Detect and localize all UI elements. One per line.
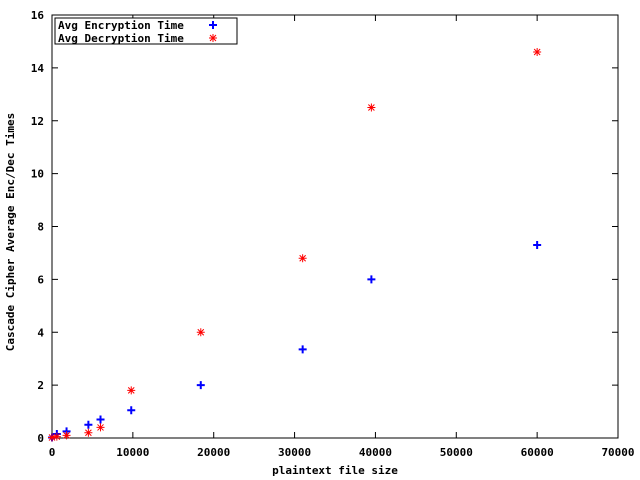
decryption-time-point — [196, 328, 205, 337]
y-tick-label: 12 — [31, 115, 44, 128]
y-tick-label: 0 — [37, 432, 44, 445]
x-tick-label: 10000 — [116, 446, 149, 459]
legend-label-decryption: Avg Decryption Time — [58, 32, 184, 45]
y-tick-label: 4 — [37, 326, 44, 339]
encryption-time-point — [196, 381, 205, 390]
y-tick-label: 10 — [31, 168, 44, 181]
decryption-time-point — [298, 254, 307, 263]
legend: Avg Encryption Time Avg Decryption Time — [54, 17, 238, 45]
encryption-time-point — [298, 345, 307, 354]
encryption-time-point — [367, 275, 376, 284]
decryption-time-point — [367, 103, 376, 112]
y-tick-label: 6 — [37, 273, 44, 286]
y-tick-label: 8 — [37, 221, 44, 234]
decryption-time-point — [127, 386, 136, 395]
x-tick-label: 60000 — [521, 446, 554, 459]
ticks-layer: 0 10000 20000 30000 40000 50000 60000 70000 0 2 4 6… — [31, 9, 635, 459]
decryption-time-point — [96, 423, 105, 432]
x-tick-label: 20000 — [197, 446, 230, 459]
encryption-time-point — [84, 420, 93, 429]
x-axis-label: plaintext file size — [272, 464, 398, 477]
x-tick-label: 70000 — [601, 446, 634, 459]
x-tick-label: 0 — [49, 446, 56, 459]
legend-marker-encryption — [209, 21, 217, 29]
decryption-time-point — [62, 431, 71, 440]
points-layer — [48, 48, 542, 442]
encryption-time-point — [96, 415, 105, 424]
x-tick-label: 30000 — [278, 446, 311, 459]
legend-marker-decryption — [209, 34, 217, 42]
encryption-time-point — [533, 241, 542, 250]
legend-box — [54, 17, 238, 45]
legend-label-encryption: Avg Encryption Time — [58, 19, 184, 32]
decryption-time-point — [52, 432, 61, 441]
y-tick-label: 14 — [31, 62, 45, 75]
y-tick-label: 2 — [37, 379, 44, 392]
encryption-time-point — [127, 406, 136, 415]
decryption-time-point — [48, 433, 56, 442]
plot-area-frame — [51, 14, 619, 439]
x-tick-label: 40000 — [359, 446, 392, 459]
decryption-time-point — [533, 48, 542, 57]
decryption-time-point — [84, 428, 93, 437]
y-axis-label: Cascade Cipher Average Enc/Dec Times — [4, 113, 17, 351]
y-tick-label: 16 — [31, 9, 45, 22]
x-tick-label: 50000 — [440, 446, 473, 459]
legend-markers — [209, 21, 217, 42]
